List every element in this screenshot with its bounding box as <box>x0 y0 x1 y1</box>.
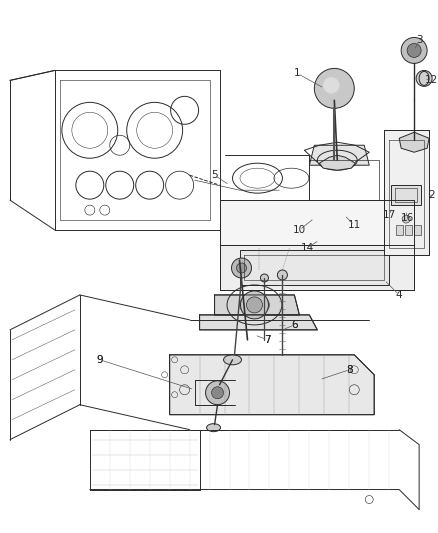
Text: 6: 6 <box>291 320 298 330</box>
Polygon shape <box>200 315 318 330</box>
Polygon shape <box>170 355 374 415</box>
Polygon shape <box>399 132 429 152</box>
Circle shape <box>261 274 268 282</box>
Text: 4: 4 <box>396 290 403 300</box>
Text: 8: 8 <box>346 365 353 375</box>
Polygon shape <box>240 250 389 285</box>
Ellipse shape <box>207 424 221 432</box>
Text: 10: 10 <box>293 225 306 235</box>
Text: 9: 9 <box>96 355 103 365</box>
Circle shape <box>232 258 251 278</box>
Text: 1: 1 <box>294 68 301 78</box>
Text: 11: 11 <box>348 220 361 230</box>
Text: 17: 17 <box>382 210 396 220</box>
Circle shape <box>212 387 223 399</box>
Text: 7: 7 <box>264 335 271 345</box>
Text: 5: 5 <box>211 170 218 180</box>
Text: 16: 16 <box>400 213 414 223</box>
Polygon shape <box>414 225 421 235</box>
Polygon shape <box>391 185 421 205</box>
Circle shape <box>314 68 354 108</box>
Circle shape <box>240 291 268 319</box>
Circle shape <box>205 381 230 405</box>
Circle shape <box>237 263 247 273</box>
Polygon shape <box>384 130 429 255</box>
Polygon shape <box>219 200 414 245</box>
Text: 2: 2 <box>428 190 434 200</box>
Text: 9: 9 <box>96 355 103 365</box>
Text: 8: 8 <box>346 365 353 375</box>
Circle shape <box>407 44 421 58</box>
Text: 3: 3 <box>416 36 422 45</box>
Circle shape <box>247 297 262 313</box>
Circle shape <box>416 70 432 86</box>
Circle shape <box>401 37 427 63</box>
Polygon shape <box>219 245 414 290</box>
Text: 6: 6 <box>291 320 298 330</box>
Ellipse shape <box>223 355 241 365</box>
Circle shape <box>323 77 339 93</box>
Text: 7: 7 <box>264 335 271 345</box>
Polygon shape <box>319 155 355 170</box>
Polygon shape <box>215 295 300 315</box>
Circle shape <box>402 215 410 223</box>
Polygon shape <box>405 225 412 235</box>
Text: 12: 12 <box>424 75 438 85</box>
Text: 14: 14 <box>301 243 314 253</box>
Polygon shape <box>309 146 369 165</box>
Circle shape <box>277 270 287 280</box>
Polygon shape <box>396 225 403 235</box>
